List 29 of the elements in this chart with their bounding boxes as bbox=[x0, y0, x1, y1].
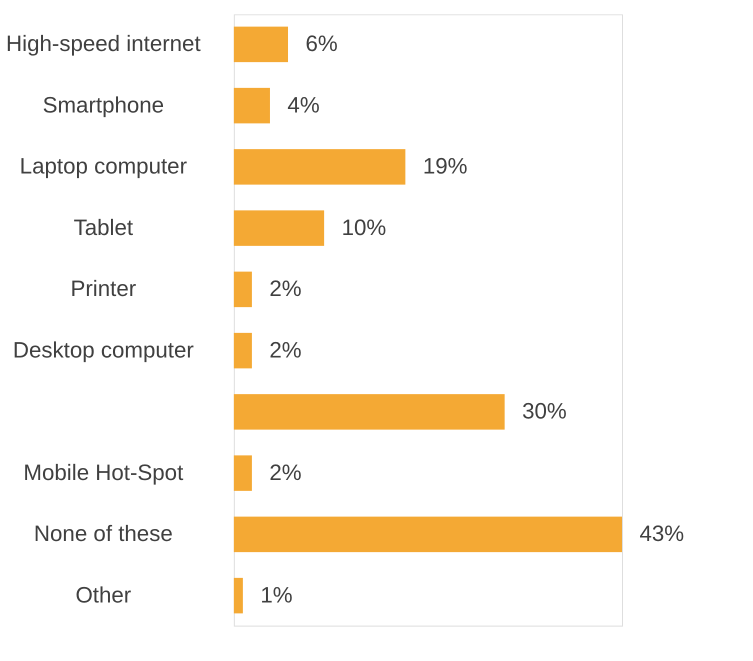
bar bbox=[234, 26, 288, 62]
bar bbox=[234, 578, 243, 614]
y-tick-label: Other bbox=[75, 582, 132, 608]
bar bbox=[234, 149, 406, 185]
data-label: 10% bbox=[342, 214, 386, 240]
data-label: 6% bbox=[305, 31, 338, 56]
bar bbox=[234, 455, 252, 491]
bar bbox=[234, 394, 505, 430]
y-tick-label: Printer bbox=[70, 276, 137, 302]
y-tick-label: Desktop computer bbox=[12, 337, 194, 362]
data-label: 2% bbox=[269, 460, 302, 485]
bar bbox=[234, 272, 252, 308]
data-label: 2% bbox=[269, 337, 302, 362]
y-tick-label: Laptop computer bbox=[20, 154, 188, 179]
data-label: 30% bbox=[522, 398, 567, 424]
y-tick-label: High-speed internet bbox=[6, 31, 202, 56]
data-label: 4% bbox=[287, 92, 320, 118]
data-label: 1% bbox=[260, 582, 293, 608]
bar bbox=[234, 210, 324, 246]
y-tick-label: Smartphone bbox=[42, 92, 164, 118]
y-tick-label: Mobile Hot-Spot bbox=[23, 460, 184, 485]
y-tick-label: Tablet bbox=[74, 214, 134, 240]
data-label: 2% bbox=[269, 276, 302, 302]
bar bbox=[234, 516, 622, 552]
bar bbox=[234, 332, 252, 368]
bar bbox=[234, 88, 270, 124]
y-tick-label: None of these bbox=[34, 521, 173, 546]
data-label: 19% bbox=[422, 154, 468, 179]
data-label: 43% bbox=[639, 521, 684, 546]
